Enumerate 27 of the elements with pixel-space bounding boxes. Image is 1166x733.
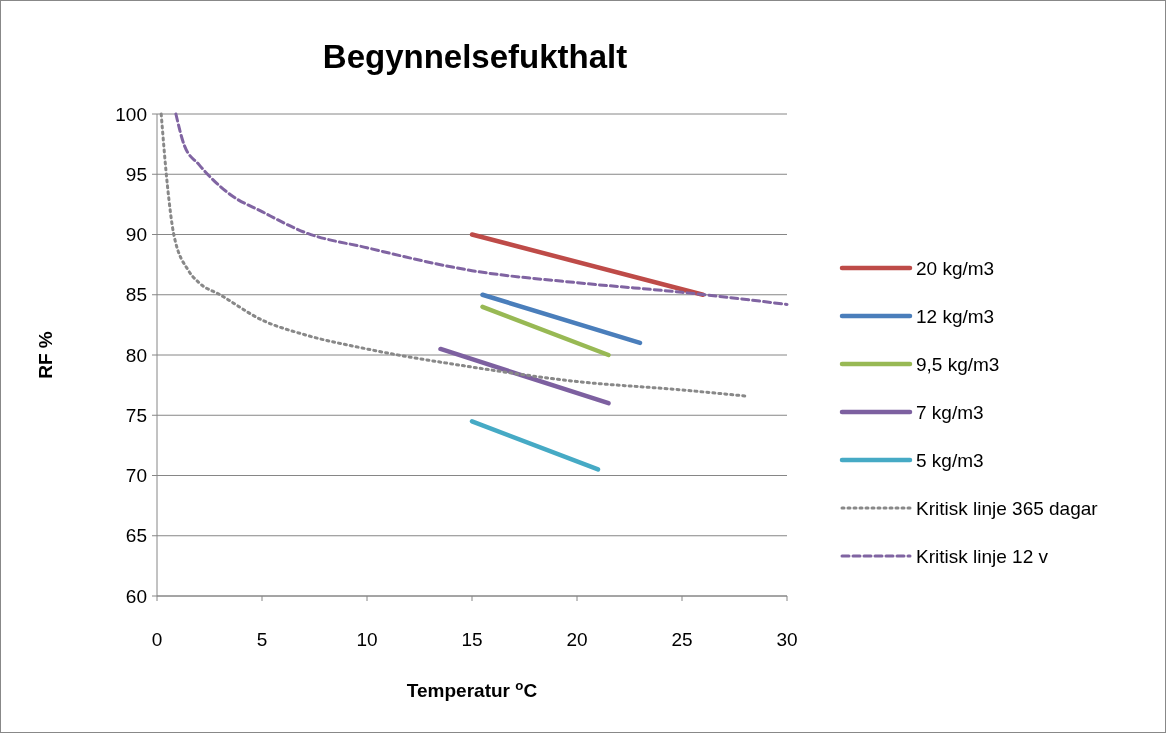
chart-title: Begynnelsefukthalt — [322, 38, 628, 75]
y-tick-label: 90 — [125, 224, 147, 246]
x-axis-title: Temperatur $^{o}$C — [406, 677, 538, 701]
x-tick-label: 10 — [356, 629, 378, 650]
x-tick-label: 5 — [256, 629, 268, 650]
y-tick-label: 100 — [115, 103, 147, 125]
legend-label: 7 kg/m3 — [916, 401, 984, 423]
legend-label: 9,5 kg/m3 — [916, 353, 1000, 375]
y-tick-label: 85 — [125, 284, 147, 306]
y-tick-label: 60 — [125, 585, 147, 607]
y-tick-label: 95 — [125, 163, 147, 185]
legend-label: 12 kg/m3 — [916, 305, 995, 327]
y-tick-label: 70 — [125, 465, 147, 487]
x-tick-label: 25 — [671, 629, 693, 650]
legend-label: Kritisk linje 365 dagar — [916, 497, 1099, 519]
y-axis-title: RF % — [35, 331, 56, 379]
x-tick-label: 30 — [776, 629, 798, 650]
legend-label: 5 kg/m3 — [916, 449, 984, 471]
y-tick-label: 75 — [125, 404, 147, 426]
legend-label: Kritisk linje 12 v — [916, 545, 1049, 567]
x-tick-label: 20 — [566, 629, 588, 650]
x-tick-label: 15 — [461, 629, 483, 650]
x-tick-label: 0 — [151, 629, 163, 650]
legend-label: 20 kg/m3 — [916, 257, 995, 279]
y-tick-label: 80 — [125, 344, 147, 366]
line-series — [174, 112, 789, 306]
y-tick-label: 65 — [125, 525, 147, 547]
